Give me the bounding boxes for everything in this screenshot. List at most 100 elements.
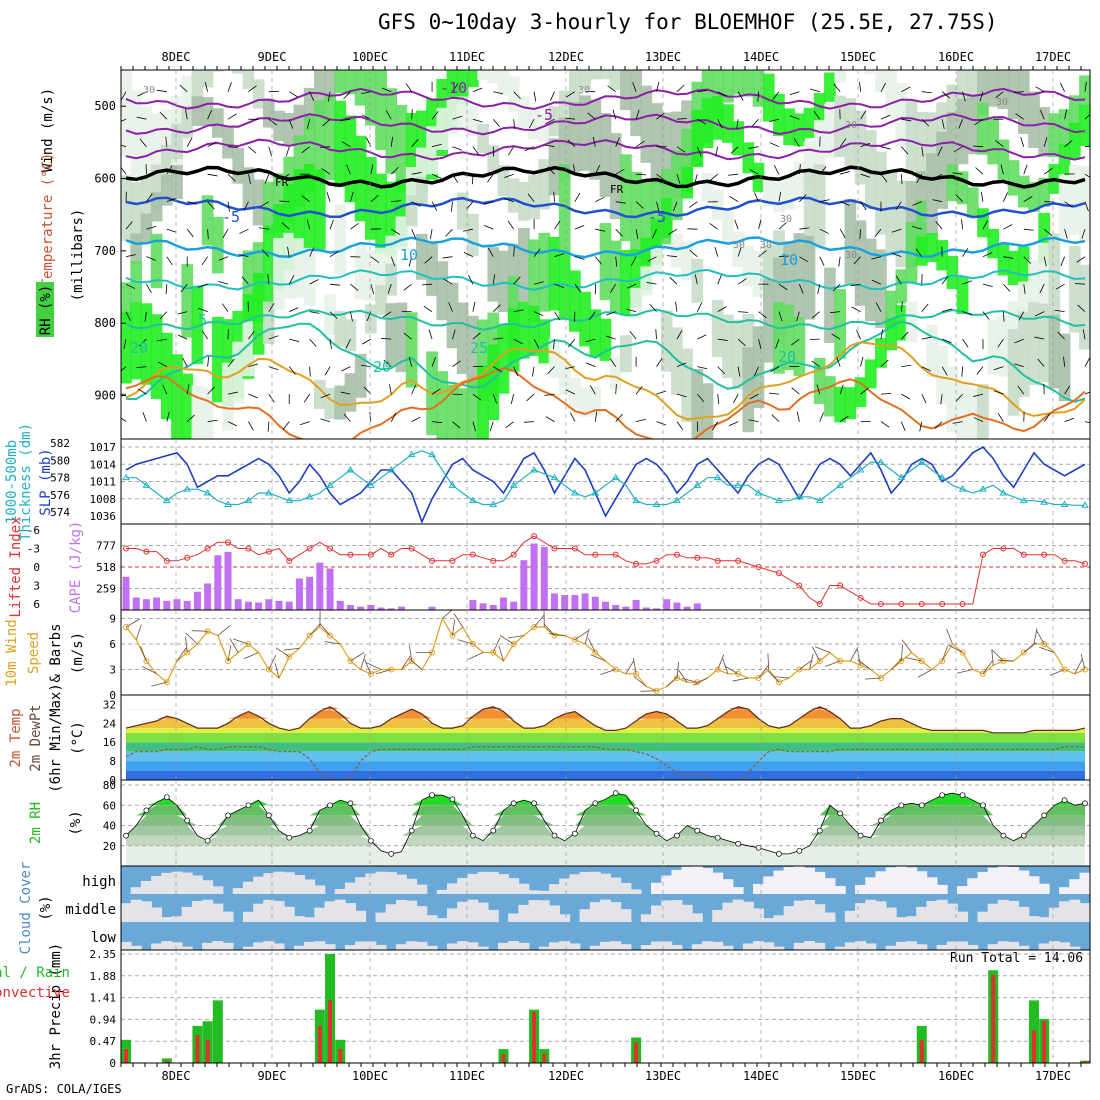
- temp-panel: [121, 706, 1090, 780]
- cloud-cell: [1069, 899, 1081, 922]
- wind-barb: [937, 146, 943, 156]
- wind-barb-10m: [717, 654, 725, 670]
- wind-barb: [207, 173, 218, 177]
- wind-barb: [186, 228, 194, 238]
- rh-cell: [354, 70, 367, 106]
- wind-ytick: 9: [109, 613, 116, 626]
- wind-barb: [381, 87, 392, 93]
- rh-cell: [895, 180, 908, 268]
- wind-barb: [1018, 311, 1025, 321]
- wind-barb: [524, 421, 535, 423]
- rh-point: [857, 832, 864, 839]
- wind-barb: [880, 114, 891, 120]
- wind-barb: [696, 146, 702, 157]
- cloud-cell: [121, 941, 132, 950]
- cloud-cell: [375, 871, 387, 894]
- wind-barb-10m: [135, 624, 142, 640]
- cloud-mid-label: middle: [65, 902, 116, 918]
- cloud-cell: [875, 901, 887, 922]
- rh-cell: [773, 301, 785, 374]
- wind-barb: [553, 191, 555, 202]
- rh-cell: [252, 179, 265, 226]
- rh-cell: [477, 70, 489, 80]
- wind-barb-10m: [864, 677, 881, 680]
- rh-cell: [885, 318, 898, 351]
- cloud-cell: [885, 867, 897, 894]
- thickness-point: [815, 496, 824, 504]
- wind-barb-10m: [1074, 659, 1083, 674]
- cloud-cell: [161, 917, 173, 922]
- wind-barb: [326, 192, 331, 202]
- rh-cell: [854, 110, 867, 185]
- cape-bar: [663, 599, 671, 610]
- rh-ytick: 80: [103, 779, 116, 792]
- wind-barb: [754, 366, 759, 376]
- cape-bar: [642, 607, 650, 610]
- wind-barb: [466, 201, 474, 210]
- wind-barb: [123, 339, 127, 350]
- wind-barb: [853, 256, 861, 265]
- wind-barb: [688, 201, 698, 208]
- rh-cell: [650, 103, 663, 185]
- li-point: [143, 548, 150, 555]
- cloud-cell: [579, 871, 591, 894]
- cloud-cell: [936, 884, 948, 894]
- cape-bar: [377, 607, 385, 610]
- rh-cell: [548, 339, 561, 378]
- wind-barb: [610, 283, 617, 293]
- wind-barb: [615, 384, 617, 395]
- wind-barb: [1084, 81, 1087, 92]
- cloud-cell: [865, 899, 877, 922]
- rh-cell: [303, 115, 316, 193]
- wind-barb: [282, 421, 290, 430]
- wind-barb: [632, 82, 637, 92]
- wind-barb: [1043, 136, 1048, 147]
- wind-barb-10m: [319, 622, 331, 636]
- thickness-point: [203, 489, 212, 496]
- wind-speed-line: [125, 617, 1086, 692]
- cloud-cell: [844, 942, 856, 950]
- wind-barb: [227, 201, 230, 212]
- wind-barb: [975, 167, 984, 175]
- rh-cell: [701, 97, 714, 148]
- rh-cell: [303, 164, 316, 248]
- cloud-cell: [202, 899, 214, 922]
- cloud-cell: [538, 890, 550, 894]
- wind-barb-10m: [452, 619, 456, 636]
- cloud-cell: [763, 918, 775, 922]
- rh-point: [265, 812, 272, 819]
- wind-barb: [1023, 256, 1032, 264]
- rh-cell: [181, 105, 194, 138]
- wind-barb: [121, 417, 127, 422]
- wind-barb: [955, 194, 963, 202]
- thickness-point: [693, 481, 702, 488]
- cloud-cell: [446, 908, 458, 922]
- rh-cell: [1068, 164, 1081, 235]
- wind-barb: [799, 194, 807, 202]
- wind-barb: [749, 169, 759, 175]
- rh-cell: [365, 70, 377, 126]
- cloud-cell: [906, 916, 918, 922]
- wind-barb: [125, 311, 131, 321]
- wind-barb-10m: [900, 645, 903, 662]
- cloud-cell: [946, 941, 958, 950]
- rh-point: [1000, 832, 1007, 839]
- wind-barb-10m: [543, 623, 555, 636]
- wind-barb: [487, 247, 494, 257]
- precip-conv-bar: [1083, 1061, 1087, 1063]
- isotherm-label: FR: [610, 183, 624, 196]
- rh-cell: [140, 213, 153, 243]
- wind-point: [388, 666, 395, 673]
- rh-cell: [538, 319, 551, 364]
- li-point: [1000, 545, 1007, 552]
- rh-point: [755, 844, 762, 851]
- cloud-cell: [1059, 942, 1071, 950]
- thickness-ytick: 580: [50, 454, 70, 467]
- wind-barb: [832, 283, 841, 292]
- wind-barb: [656, 81, 660, 92]
- isotherm-label: -5: [535, 106, 553, 124]
- wind-point: [225, 658, 232, 664]
- wind-barb-10m: [363, 658, 372, 674]
- wind-barb: [1023, 284, 1026, 295]
- cloud-cell: [804, 941, 816, 950]
